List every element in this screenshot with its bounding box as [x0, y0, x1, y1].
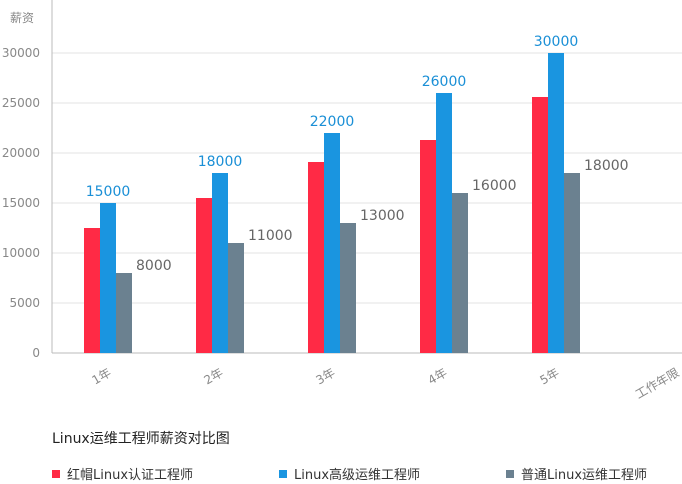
- legend-swatch-senior: [279, 469, 287, 478]
- y-tick-label: 30000: [2, 46, 40, 60]
- legend-item-regular[interactable]: 普通Linux运维工程师: [506, 464, 647, 483]
- bar: [420, 140, 436, 353]
- bar-value-label: 18000: [584, 158, 629, 174]
- x-tick-label: 3年: [313, 365, 337, 387]
- chart-title: Linux运维工程师薪资对比图: [52, 431, 230, 447]
- legend-swatch-redhat: [52, 469, 60, 478]
- bar-value-label: 30000: [534, 34, 579, 50]
- bar-value-label: 18000: [198, 154, 243, 170]
- x-tick-label: 4年: [425, 365, 449, 387]
- x-tick-label: 1年: [89, 365, 113, 387]
- bar: [228, 243, 244, 353]
- bar: [340, 223, 356, 353]
- bar-value-label: 15000: [86, 184, 131, 200]
- bar-chart: 0 5000 10000 15000 20000 25000 30000 薪资 15000 800…: [2, 0, 682, 402]
- y-tick-label: 15000: [2, 196, 40, 210]
- bar: [100, 203, 116, 353]
- legend-label-regular: 普通Linux运维工程师: [521, 468, 648, 483]
- legend-label-senior: Linux高级运维工程师: [294, 468, 421, 483]
- bar: [548, 53, 564, 353]
- bar: [532, 97, 548, 353]
- legend-item-redhat[interactable]: 红帽Linux认证工程师: [52, 464, 193, 483]
- y-tick-label: 5000: [9, 296, 40, 310]
- y-tick-label: 25000: [2, 96, 40, 110]
- x-tick-label: 2年: [201, 365, 225, 387]
- bar: [452, 193, 468, 353]
- bar-value-label: 11000: [248, 228, 293, 244]
- bar-value-label: 22000: [310, 114, 355, 130]
- legend-swatch-regular: [506, 469, 514, 478]
- y-tick-label: 0: [32, 346, 40, 360]
- bar: [308, 162, 324, 353]
- bar: [436, 93, 452, 353]
- bar: [324, 133, 340, 353]
- bar: [212, 173, 228, 353]
- y-axis-label: 薪资: [10, 11, 34, 25]
- bar: [196, 198, 212, 353]
- bar: [564, 173, 580, 353]
- legend: 红帽Linux认证工程师 Linux高级运维工程师 普通Linux运维工程师: [0, 464, 682, 484]
- x-tick-label: 5年: [537, 365, 561, 387]
- y-tick-label: 20000: [2, 146, 40, 160]
- legend-item-senior[interactable]: Linux高级运维工程师: [279, 464, 420, 483]
- x-axis-label: 工作年限: [633, 365, 682, 401]
- bar-value-label: 13000: [360, 208, 405, 224]
- legend-label-redhat: 红帽Linux认证工程师: [67, 468, 194, 483]
- bar: [116, 273, 132, 353]
- bar-value-label: 26000: [422, 74, 467, 90]
- bar-value-label: 16000: [472, 178, 517, 194]
- bar: [84, 228, 100, 353]
- bar-value-label: 8000: [136, 258, 172, 274]
- y-tick-label: 10000: [2, 246, 40, 260]
